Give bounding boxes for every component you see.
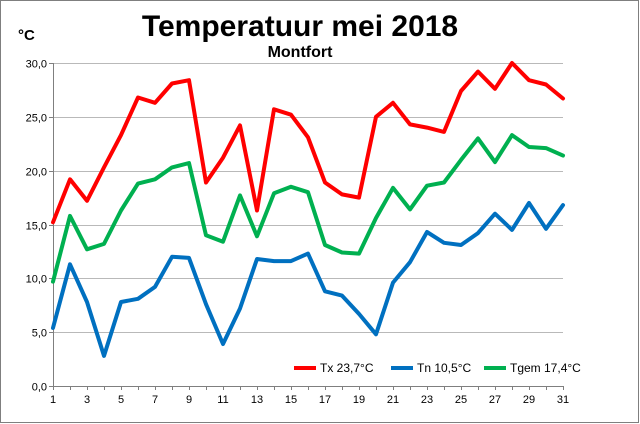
x-tick-label: 21 [387, 394, 399, 406]
series-line-2 [51, 201, 565, 358]
x-tick-label: 1 [50, 394, 56, 406]
x-tick-label: 27 [489, 394, 501, 406]
y-tick-label: 30,0 [26, 59, 47, 71]
legend-label-2: Tn 10,5°C [417, 361, 471, 375]
y-tick-label: 5,0 [32, 328, 47, 340]
chart-title: Temperatuur mei 2018 [142, 10, 458, 43]
x-tick-label: 15 [285, 394, 297, 406]
x-tick-label: 23 [421, 394, 433, 406]
x-tick-label: 29 [523, 394, 535, 406]
y-tick-label: 25,0 [26, 113, 47, 125]
y-tick-label: 15,0 [26, 221, 47, 233]
x-axis-tick-labels: 1 3 5 7 9 11 13 15 17 19 21 23 25 27 29 31 [50, 394, 569, 406]
gridlines [53, 63, 563, 333]
axes [49, 63, 564, 390]
y-axis-unit-label: °C [18, 27, 35, 44]
legend-label-3: Tgem 17,4°C [510, 361, 581, 375]
x-tick-label: 19 [353, 394, 365, 406]
x-tick-label: 11 [217, 394, 228, 406]
x-tick-label: 31 [557, 394, 569, 406]
x-tick-label: 9 [186, 394, 192, 406]
x-tick-label: 3 [84, 394, 90, 406]
y-tick-label: 20,0 [26, 167, 47, 179]
x-tick-label: 5 [118, 394, 124, 406]
legend: Tx 23,7°C Tn 10,5°C Tgem 17,4°C [294, 361, 581, 375]
chart-subtitle: Montfort [268, 44, 334, 61]
series-lines [51, 61, 565, 358]
legend-label-1: Tx 23,7°C [320, 361, 374, 375]
series-line-3 [51, 133, 565, 284]
x-tick-label: 13 [251, 394, 263, 406]
y-axis-tick-labels: 0,0 5,0 10,0 15,0 20,0 25,0 30,0 [26, 59, 47, 394]
x-tick-label: 17 [319, 394, 331, 406]
y-tick-label: 0,0 [32, 382, 47, 394]
series-line-1 [51, 61, 565, 225]
y-tick-label: 10,0 [26, 274, 47, 286]
x-tick-label: 7 [152, 394, 158, 406]
x-tick-label: 25 [455, 394, 467, 406]
